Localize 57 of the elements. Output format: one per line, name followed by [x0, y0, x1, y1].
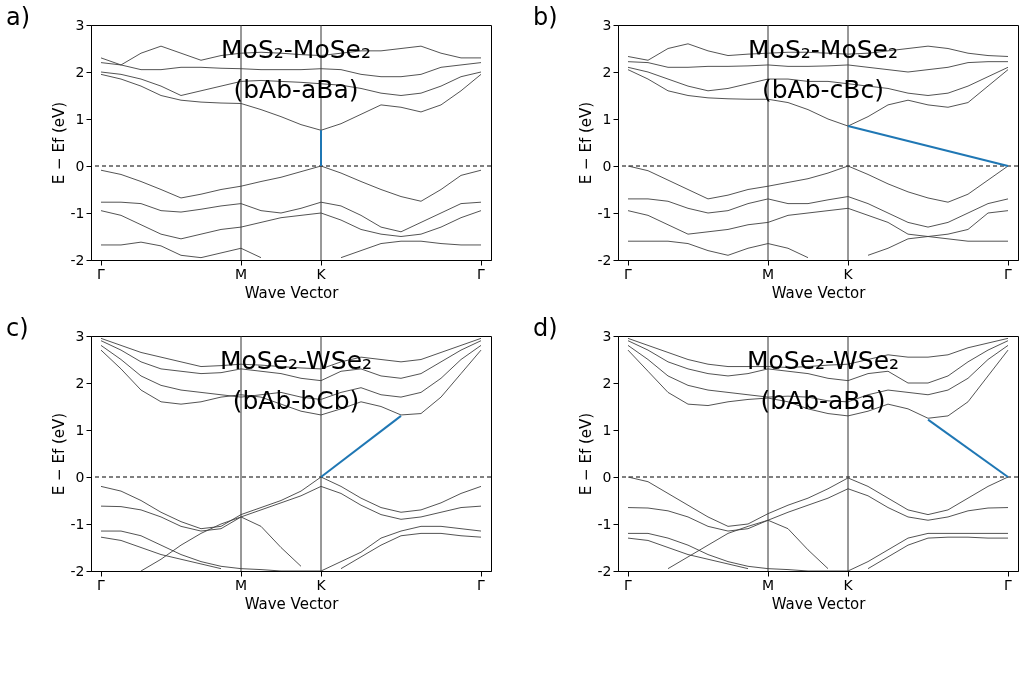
y-axis-title: E − Ef (eV): [576, 101, 595, 185]
y-tick-label: -2: [597, 251, 612, 268]
x-tick-label: K: [843, 265, 854, 282]
y-tick-label: 2: [75, 374, 85, 391]
x-tick-label: M: [234, 576, 248, 593]
x-tick-label: Γ: [1004, 265, 1013, 282]
annotation: MoSe₂-WSe₂: [219, 346, 373, 375]
y-tick-label: 0: [75, 157, 85, 174]
y-tick-label: 3: [75, 327, 85, 344]
x-tick-label: K: [316, 265, 327, 282]
x-tick-label: M: [234, 265, 248, 282]
chart-title: c): [6, 314, 29, 342]
y-tick-label: 3: [602, 16, 612, 33]
x-tick-label: Γ: [477, 576, 486, 593]
x-tick-label: Γ: [624, 576, 633, 593]
y-tick-label: 3: [75, 16, 85, 33]
chart-title: d): [533, 314, 558, 342]
y-tick-label: -2: [70, 562, 85, 579]
y-tick-label: 0: [75, 468, 85, 485]
x-axis-title: Wave Vector: [771, 594, 867, 613]
x-tick-label: Γ: [624, 265, 633, 282]
y-tick-label: 0: [602, 157, 612, 174]
annotation: (bAb-cBc): [761, 75, 885, 104]
x-tick-label: Γ: [97, 576, 106, 593]
y-tick-label: 2: [602, 63, 612, 80]
x-tick-label: K: [316, 576, 327, 593]
y-tick-label: 1: [75, 110, 85, 127]
x-axis-title: Wave Vector: [771, 283, 867, 302]
y-tick-label: 0: [602, 468, 612, 485]
y-tick-label: -1: [597, 204, 612, 221]
y-axis-title: E − Ef (eV): [576, 412, 595, 496]
x-tick-label: K: [843, 576, 854, 593]
x-tick-label: M: [761, 576, 775, 593]
y-tick-label: 1: [602, 421, 612, 438]
annotation: (bAb-aBa): [233, 75, 359, 104]
y-tick-label: 2: [602, 374, 612, 391]
annotation: MoS₂-MoSe₂: [748, 35, 898, 64]
y-tick-label: 2: [75, 63, 85, 80]
y-tick-label: -2: [597, 562, 612, 579]
chart-title: b): [533, 3, 558, 31]
x-axis-title: Wave Vector: [244, 594, 340, 613]
y-axis-title: E − Ef (eV): [49, 412, 68, 496]
x-axis-title: Wave Vector: [244, 283, 340, 302]
y-tick-label: -1: [70, 204, 85, 221]
annotation: MoS₂-MoSe₂: [221, 35, 371, 64]
y-tick-label: 3: [602, 327, 612, 344]
chart-title: a): [6, 3, 31, 31]
y-axis-title: E − Ef (eV): [49, 101, 68, 185]
y-tick-label: 1: [75, 421, 85, 438]
y-tick-label: -2: [70, 251, 85, 268]
x-tick-label: Γ: [477, 265, 486, 282]
x-tick-label: Γ: [97, 265, 106, 282]
x-tick-label: M: [761, 265, 775, 282]
y-tick-label: -1: [70, 515, 85, 532]
x-tick-label: Γ: [1004, 576, 1013, 593]
y-tick-label: -1: [597, 515, 612, 532]
y-tick-label: 1: [602, 110, 612, 127]
